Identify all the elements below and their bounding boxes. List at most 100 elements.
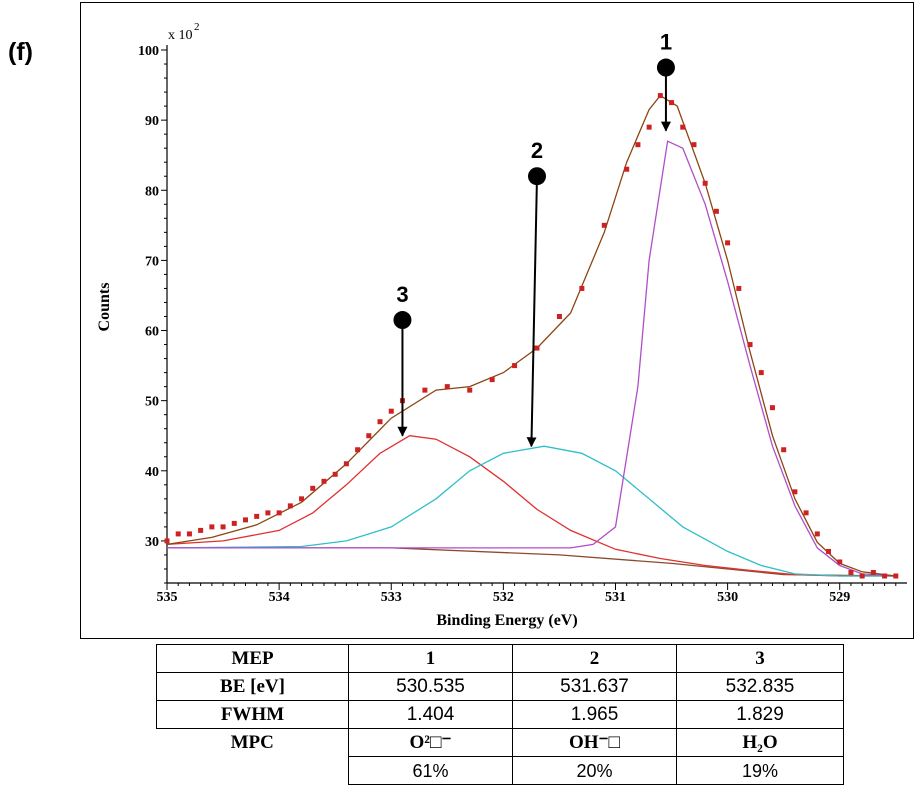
table-cell: O²□⁻ (348, 728, 513, 757)
table-cell: 530.535 (348, 672, 513, 701)
data-point (736, 285, 742, 291)
data-point (175, 531, 181, 537)
y-tick-label: 30 (145, 535, 159, 550)
marker-label: 1 (660, 30, 672, 55)
data-point (870, 569, 876, 575)
data-point (691, 142, 697, 148)
data-point (343, 461, 349, 467)
data-point (758, 370, 764, 376)
data-point (893, 573, 899, 579)
data-point (882, 573, 888, 579)
data-point (489, 377, 495, 383)
data-point (826, 548, 832, 554)
x-tick-label: 530 (717, 590, 738, 605)
table-cell: OH⁻□ (512, 728, 677, 757)
table-header-cell: 1 (348, 644, 513, 673)
mep-table: MEP 1 2 3 BE [eV] 530.535 531.637 532.83… (156, 644, 844, 785)
y-tick-label: 100 (138, 44, 159, 59)
data-point (254, 513, 260, 519)
y-multiplier-label: x 10 (168, 28, 193, 43)
x-tick-label: 529 (829, 590, 850, 605)
peak1-line (167, 140, 896, 577)
data-point (635, 142, 641, 148)
data-point (713, 208, 719, 214)
data-point (321, 478, 327, 484)
data-point (209, 524, 215, 530)
marker-dot (528, 167, 546, 186)
y-tick-label: 70 (145, 254, 159, 269)
table-cell: 19% (676, 756, 844, 785)
data-point (377, 419, 383, 425)
marker-arrow (526, 176, 538, 448)
data-point (680, 124, 686, 130)
data-point (388, 408, 394, 414)
x-tick-label: 535 (157, 590, 178, 605)
peak3-line (166, 435, 896, 577)
table-header-row: MEP 1 2 3 (156, 644, 844, 673)
data-point (646, 124, 652, 130)
data-point (265, 510, 271, 516)
row-label: FWHM (156, 700, 349, 729)
data-point (725, 240, 731, 246)
data-point (198, 527, 204, 533)
data-point (220, 524, 226, 530)
data-point (355, 447, 361, 453)
y-tick-label: 80 (145, 184, 159, 199)
table-row: MPC O²□⁻ OH⁻□ H₂O (156, 728, 844, 757)
table-cell: 20% (512, 756, 677, 785)
data-point (859, 573, 865, 579)
data-point (792, 489, 798, 495)
x-axis-label: Binding Energy (eV) (436, 612, 577, 629)
y-tick-label: 40 (145, 465, 159, 480)
y-axis-label: Counts (96, 283, 113, 332)
table-cell: 531.637 (512, 672, 677, 701)
table-cell: 61% (348, 756, 513, 785)
data-point (781, 447, 787, 453)
data-point (186, 531, 192, 537)
peak2-line (166, 445, 896, 577)
data-point (164, 538, 170, 544)
x-tick-label: 531 (605, 590, 626, 605)
data-point (534, 345, 540, 351)
data-point (579, 285, 585, 291)
data-point (837, 559, 843, 565)
data-point (702, 180, 708, 186)
row-label: MPC (156, 728, 349, 757)
data-point (803, 510, 809, 516)
table-header-cell: 3 (676, 644, 844, 673)
marker-label: 2 (531, 138, 543, 163)
x-tick-label: 533 (381, 590, 402, 605)
data-point (287, 503, 293, 509)
data-point (276, 510, 282, 516)
data-point (242, 517, 248, 523)
series (164, 93, 899, 579)
markers: 1 2 3 (393, 30, 675, 448)
data-point (366, 433, 372, 439)
marker-dot (656, 58, 675, 77)
data-point (657, 93, 663, 99)
y-tick-label: 90 (145, 114, 159, 129)
x-tick-label: 534 (269, 590, 290, 605)
y-tick-label: 60 (145, 325, 159, 340)
chart-frame: 535 534 533 532 531 530 529 30 40 50 60 70 80 90 100 1… (80, 2, 914, 639)
table-cell: H₂O (676, 728, 844, 757)
marker-dot (393, 311, 412, 330)
data-point (512, 363, 518, 369)
data-point (747, 342, 753, 348)
data-point (669, 100, 675, 106)
row-label: BE [eV] (156, 672, 349, 701)
data-point (624, 166, 630, 172)
table-row: BE [eV] 530.535 531.637 532.835 (156, 672, 844, 701)
xps-chart: 535 534 533 532 531 530 529 30 40 50 60 70 80 90 100 1… (96, 21, 907, 629)
data-point (310, 485, 316, 491)
panel-label: (f) (8, 38, 33, 66)
data-point (231, 520, 237, 526)
data-point (601, 222, 607, 228)
y-multiplier-exponent: 2 (194, 21, 200, 33)
table-cell: 1.965 (512, 700, 677, 729)
table-cell: 1.404 (348, 700, 513, 729)
table-row: FWHM 1.404 1.965 1.829 (156, 700, 844, 729)
table-cell: 1.829 (676, 700, 844, 729)
table-header-label: MEP (156, 644, 349, 673)
data-point (422, 387, 428, 393)
